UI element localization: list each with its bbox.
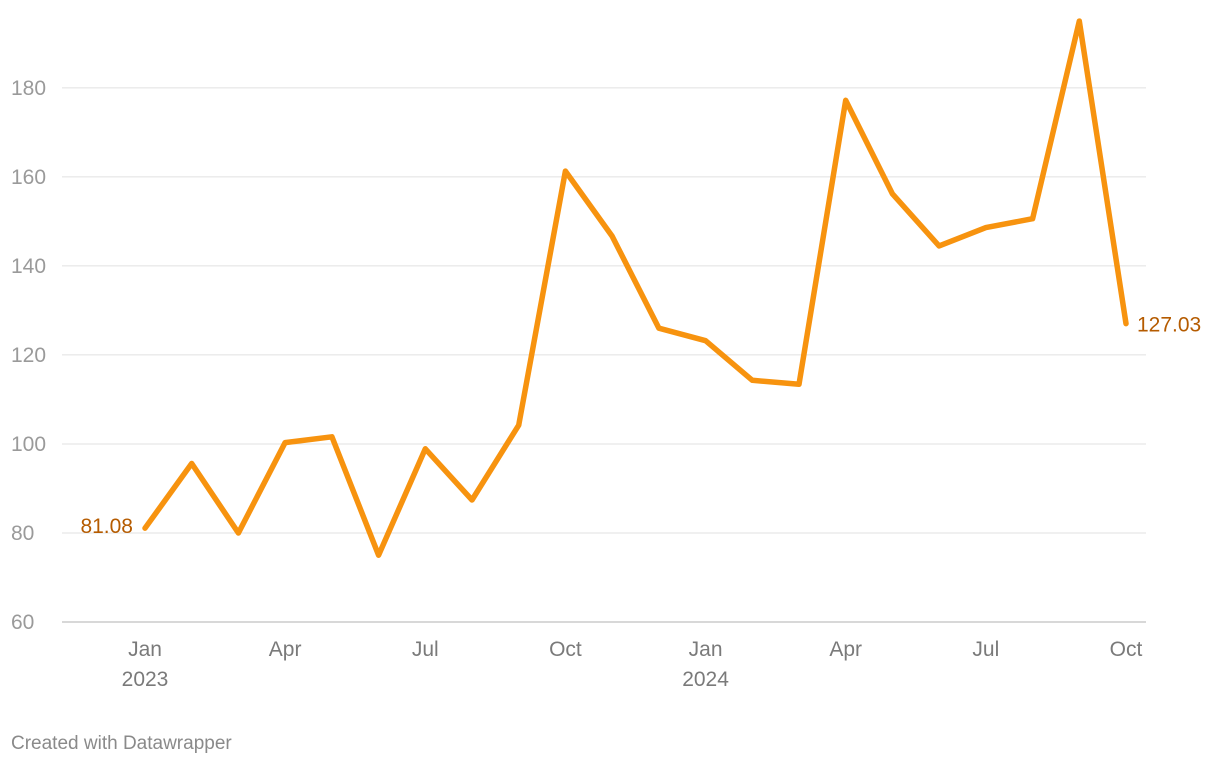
y-tick-label: 180 [11, 77, 46, 100]
x-tick-label: Oct [1110, 638, 1143, 661]
y-tick-label: 120 [11, 344, 46, 367]
last-value-label: 127.03 [1137, 314, 1201, 337]
series-line [142, 18, 1129, 558]
y-tick-label: 140 [11, 255, 46, 278]
series-layer [142, 18, 1129, 558]
y-tick-label: 80 [11, 522, 34, 545]
x-tick-label: Oct [549, 638, 582, 661]
x-tick-label: Jul [412, 638, 439, 661]
y-tick-label: 160 [11, 166, 46, 189]
first-value-label: 81.08 [80, 515, 133, 538]
x-tick-label: Jan [689, 638, 723, 661]
x-tick-year-label: 2023 [122, 668, 169, 691]
x-tick-year-label: 2024 [682, 668, 729, 691]
x-axis-ticks: Jan 2023 Apr Jul Oct Jan 2024 Apr Jul Oct [122, 638, 1143, 691]
x-tick-label: Jul [972, 638, 999, 661]
y-axis-ticks: 60 80 100 120 140 160 180 [11, 77, 46, 634]
data-labels: 81.08 127.03 [80, 314, 1201, 539]
y-tick-label: 60 [11, 611, 34, 634]
x-tick-label: Jan [128, 638, 162, 661]
y-tick-label: 100 [11, 433, 46, 456]
x-tick-label: Apr [829, 638, 862, 661]
x-tick-label: Apr [269, 638, 302, 661]
credit-text: Created with Datawrapper [11, 733, 232, 754]
gridlines [62, 87, 1146, 623]
